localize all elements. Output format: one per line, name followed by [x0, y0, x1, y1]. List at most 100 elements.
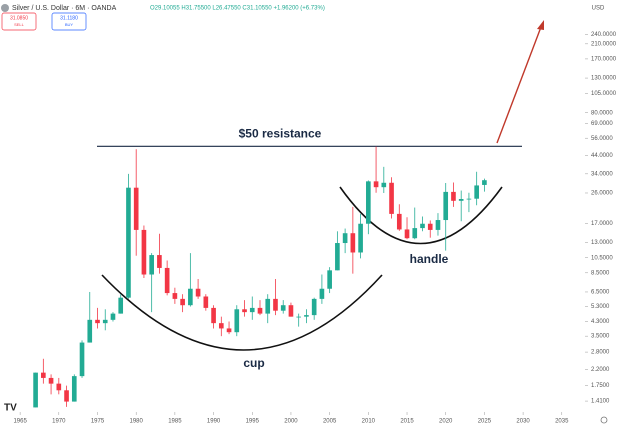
y-tick-label: 2.2000 [591, 367, 610, 373]
y-tick-label: 3.5000 [591, 334, 610, 340]
symbol-title: Silver / U.S. Dollar · 6M · OANDA [12, 5, 117, 12]
candle-body [358, 223, 363, 253]
y-tick-label: 4.3000 [591, 319, 610, 325]
candle-body [195, 288, 201, 297]
buy-price: 31.1180 [60, 15, 78, 21]
candle-body [373, 181, 379, 188]
settings-icon[interactable] [600, 416, 608, 424]
candle-body [474, 185, 479, 199]
x-tick-label: 1995 [246, 419, 260, 425]
y-tick-label: 5.3000 [591, 304, 610, 310]
candle-body [211, 307, 216, 324]
x-tick-label: 2025 [478, 419, 492, 425]
candle-body [482, 180, 487, 185]
x-tick-label: 1990 [207, 419, 221, 425]
x-tick-label: 2030 [516, 419, 530, 425]
candle-body [149, 255, 154, 275]
y-tick-label: 6.5000 [591, 290, 610, 296]
y-tick-label: 34.0000 [591, 171, 613, 177]
y-tick-label: 1.4100 [591, 399, 610, 405]
x-tick-label: 2005 [323, 419, 337, 425]
candle-body [257, 307, 263, 314]
x-tick-label: 2000 [284, 419, 298, 425]
arrow-line [496, 26, 542, 144]
symbol-icon [1, 4, 9, 12]
candle-body [280, 305, 286, 311]
handle-label: handle [410, 252, 449, 266]
resistance-label: $50 resistance [239, 126, 322, 140]
y-tick-label: 170.0000 [591, 56, 617, 62]
y-tick-label: 105.0000 [591, 91, 617, 97]
candle-body [172, 293, 178, 299]
candle-body [296, 316, 302, 318]
buy-button[interactable] [51, 12, 87, 31]
candle-body [443, 191, 449, 221]
candle-body [366, 181, 371, 224]
sell-label: SELL [14, 22, 25, 27]
y-tick-label: 130.0000 [591, 76, 617, 82]
sell-button[interactable] [1, 12, 37, 31]
candle-body [118, 297, 124, 314]
candle-body [110, 313, 116, 320]
candle-body [141, 229, 147, 275]
candle-body [95, 319, 100, 324]
candle-body [56, 383, 62, 391]
candle-body [126, 187, 131, 298]
candle-body [226, 328, 232, 333]
candle-body [412, 228, 418, 239]
candle-body [71, 376, 77, 402]
x-tick-label: 2010 [362, 419, 376, 425]
y-tick-label: 240.0000 [591, 32, 617, 38]
ohlc-readout: O29.10055 H31.75500 L26.47550 C31.10550 … [150, 6, 325, 12]
candle-body [451, 191, 456, 201]
x-tick-label: 2020 [439, 419, 453, 425]
candle-body [218, 323, 224, 329]
candle-body [79, 342, 85, 377]
candle-body [350, 233, 356, 253]
candle-body [427, 223, 433, 230]
cup-arc [101, 274, 383, 351]
candle-body [87, 319, 93, 343]
x-tick-label: 1965 [13, 419, 27, 425]
candle-body [48, 377, 54, 384]
candle-body [327, 270, 332, 289]
candle-body [249, 307, 255, 313]
sell-price: 31.0850 [10, 15, 28, 21]
candle-body [335, 243, 340, 271]
candle-body [180, 298, 185, 306]
x-tick-label: 1970 [52, 419, 66, 425]
candle-body [311, 298, 317, 316]
y-tick-label: 1.7500 [591, 383, 610, 389]
candle-body [381, 182, 387, 188]
candle-body [64, 390, 69, 402]
tv-logo: TV [4, 403, 17, 414]
x-tick-label: 1975 [91, 419, 105, 425]
candle-body [304, 315, 309, 317]
candle-body [41, 372, 46, 378]
y-tick-label: 17.0000 [591, 221, 613, 227]
candle-body [133, 187, 139, 230]
candle-body [288, 305, 294, 317]
candle-body [164, 267, 170, 294]
candle-body [242, 309, 247, 313]
candle-body [33, 372, 38, 408]
y-tick-label: 8.5000 [591, 270, 610, 276]
x-tick-label: 1985 [168, 419, 182, 425]
candle-body [157, 255, 162, 268]
y-tick-label: 210.0000 [591, 41, 617, 47]
cup-label: cup [243, 356, 264, 370]
candle-body [389, 182, 394, 214]
candle-body [458, 198, 464, 201]
candle-body [466, 198, 472, 200]
candle-body [102, 319, 108, 324]
x-tick-label: 2035 [555, 419, 569, 425]
candle-body [404, 229, 410, 239]
candle-body [265, 298, 271, 314]
candle-body [188, 288, 193, 306]
currency-label: USD [592, 6, 605, 12]
y-tick-label: 44.0000 [591, 153, 613, 159]
y-tick-label: 69.0000 [591, 121, 613, 127]
buy-label: BUY [65, 22, 74, 27]
y-tick-label: 13.0000 [591, 240, 613, 246]
